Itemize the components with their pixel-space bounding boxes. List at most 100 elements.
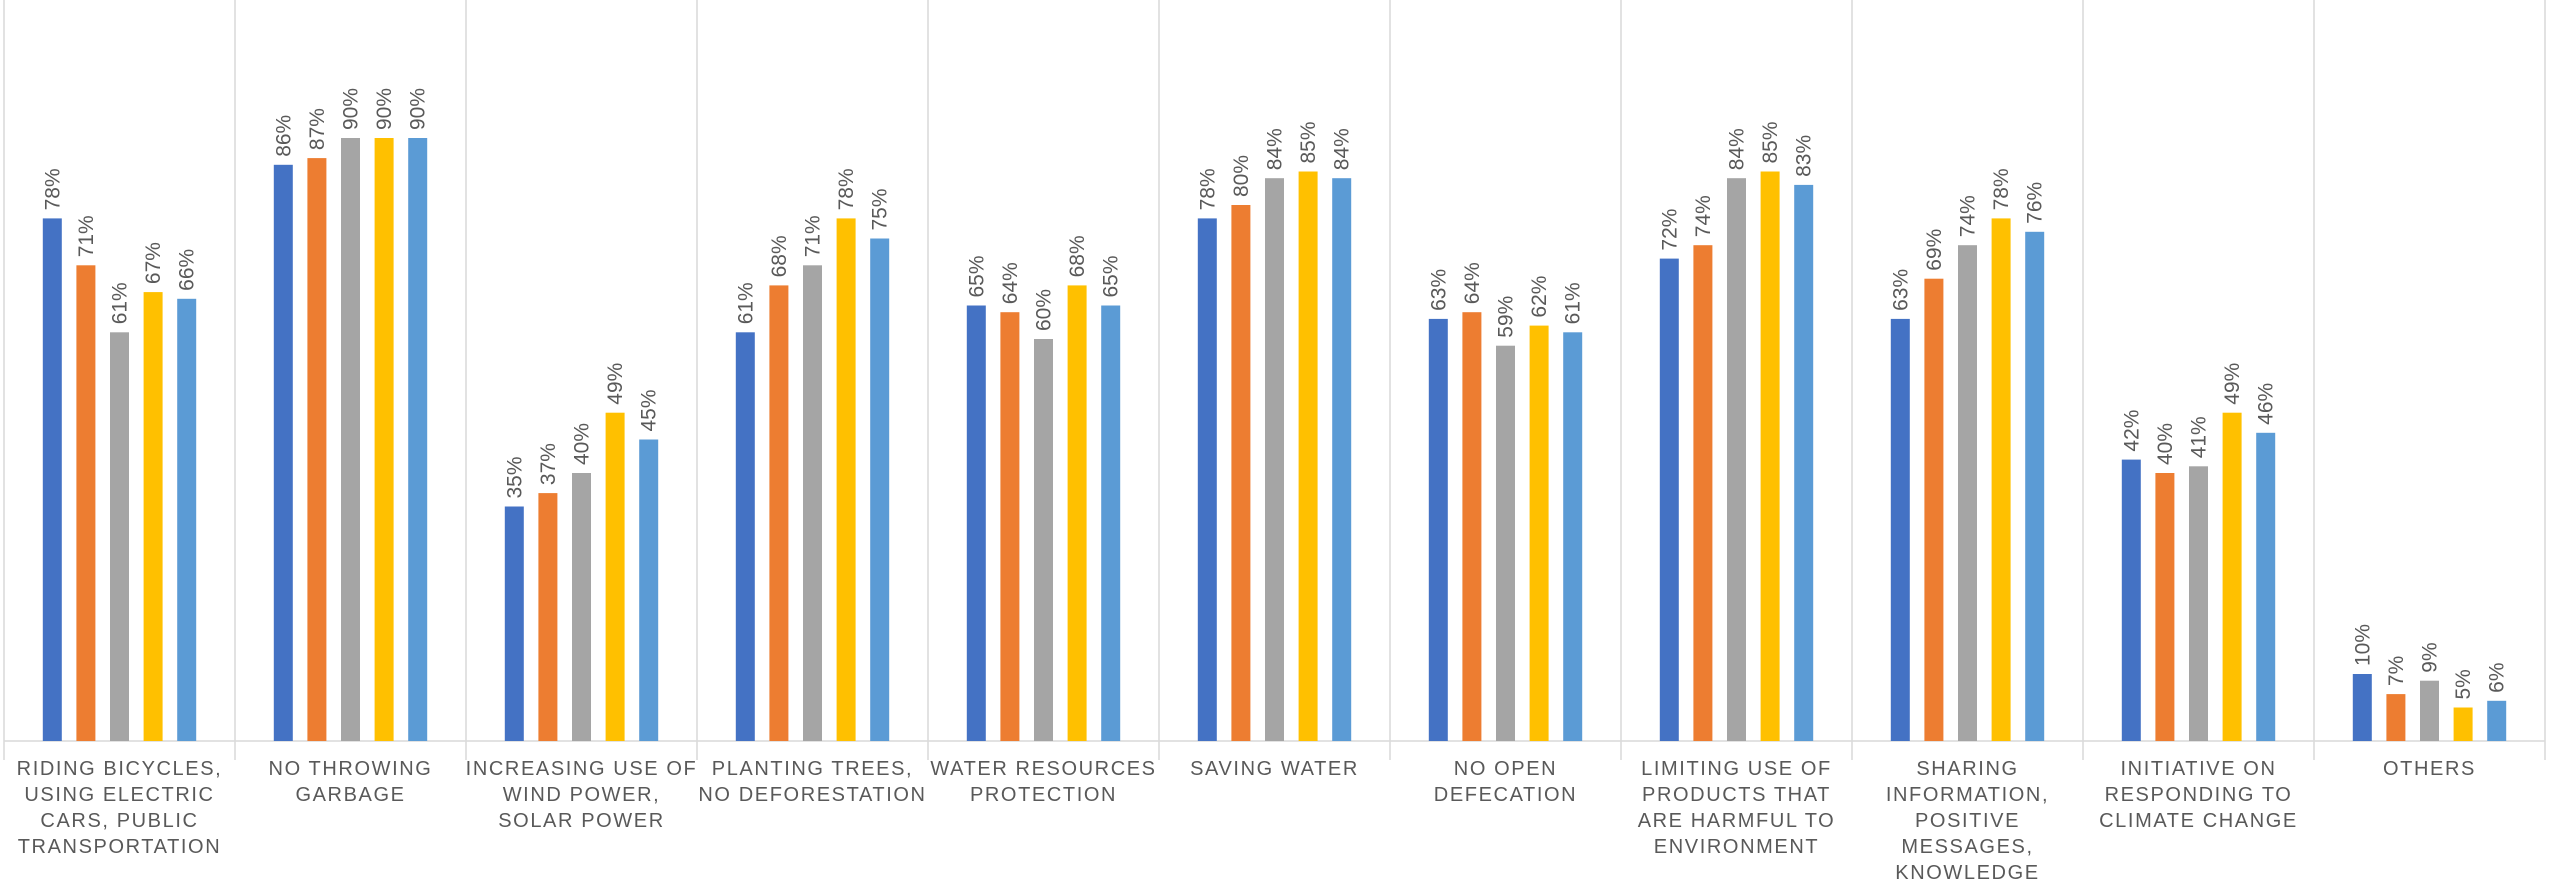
data-label: 72% <box>1658 209 1681 251</box>
bar <box>1693 245 1713 741</box>
bar <box>1332 178 1352 741</box>
data-label: 61% <box>734 282 757 324</box>
data-label: 64% <box>999 262 1022 304</box>
bar <box>2487 700 2507 741</box>
data-label: 65% <box>965 255 988 297</box>
data-label: 35% <box>503 456 526 498</box>
data-label: 85% <box>1297 121 1320 163</box>
data-label: 40% <box>2154 423 2177 465</box>
bar <box>1034 339 1053 741</box>
category-label-line: INCREASING USE OF <box>466 758 698 780</box>
data-label: 59% <box>1495 296 1518 338</box>
category-label-line: RIDING BICYCLES, <box>17 758 223 780</box>
data-label: 86% <box>272 115 295 157</box>
bar <box>1563 332 1583 741</box>
bar <box>2025 231 2045 742</box>
bar <box>1924 278 1944 741</box>
category-label: SAVING WATER <box>1190 758 1359 780</box>
data-label: 65% <box>1100 255 1123 297</box>
category-label-line: RESPONDING TO <box>2105 784 2293 806</box>
bar <box>42 218 62 741</box>
data-label: 80% <box>1230 155 1253 197</box>
bar <box>1529 325 1549 741</box>
bar <box>2386 694 2406 741</box>
category-label: NO OPEN DEFECATION <box>1434 758 1577 806</box>
data-label: 68% <box>768 235 791 277</box>
category-label-line: WATER RESOURCES <box>930 758 1156 780</box>
data-label: 5% <box>2452 669 2475 699</box>
data-label: 84% <box>1726 128 1749 170</box>
bar <box>1265 178 1284 741</box>
data-label: 90% <box>373 88 396 130</box>
data-label: 61% <box>109 282 132 324</box>
data-label: 78% <box>41 168 64 210</box>
category-label-line: NO DEFORESTATION <box>698 784 926 806</box>
bar <box>2420 680 2439 741</box>
category-label: WATER RESOURCES PROTECTION <box>930 758 1156 806</box>
data-label: 68% <box>1066 235 1089 277</box>
category-label-line: POSITIVE <box>1915 810 2020 832</box>
category-label-line: NO OPEN <box>1454 758 1557 780</box>
bar <box>341 138 360 741</box>
data-label: 75% <box>869 188 892 230</box>
category-label-line: WIND POWER, <box>503 784 661 806</box>
bar <box>1727 178 1746 741</box>
category-label-line: CLIMATE CHANGE <box>2099 810 2298 832</box>
category-label-line: USING ELECTRIC <box>24 784 214 806</box>
bar <box>2222 412 2242 741</box>
data-label: 9% <box>2419 642 2442 672</box>
bar <box>1101 305 1121 741</box>
bar <box>538 493 558 741</box>
bar <box>143 292 163 741</box>
category-label: OTHERS <box>2383 758 2476 780</box>
bar <box>177 298 197 741</box>
bar <box>1428 318 1448 741</box>
bar <box>76 265 96 741</box>
bar <box>803 265 822 741</box>
data-label: 74% <box>1957 195 1980 237</box>
bar <box>1496 345 1515 741</box>
category-label-line: LIMITING USE OF <box>1641 758 1832 780</box>
data-label: 40% <box>571 423 594 465</box>
category-label: INITIATIVE ON RESPONDING TO CLIMATE CHANGE <box>2099 758 2298 832</box>
data-label: 60% <box>1033 289 1056 331</box>
bar <box>2189 466 2208 741</box>
bar <box>966 305 986 741</box>
bar <box>1958 245 1977 741</box>
data-label: 87% <box>306 108 329 150</box>
data-label: 63% <box>1889 269 1912 311</box>
data-label: 46% <box>2255 383 2278 425</box>
category-label: SHARING INFORMATION, POSITIVE MESSAGES, KNOW… <box>1886 758 2049 882</box>
bar <box>2352 674 2372 741</box>
category-label-line: MESSAGES, <box>1901 836 2033 858</box>
data-label: 63% <box>1427 269 1450 311</box>
category-label: LIMITING USE OF PRODUCTS THAT ARE HARMFUL … <box>1638 758 1836 858</box>
bar <box>2256 432 2276 741</box>
bar <box>1197 218 1217 741</box>
bar <box>1000 312 1020 741</box>
category-label-line: CARS, PUBLIC <box>40 810 198 832</box>
category-label-line: SHARING <box>1916 758 2018 780</box>
bar <box>1890 318 1910 741</box>
bar <box>1231 205 1251 741</box>
data-label: 78% <box>835 168 858 210</box>
data-label: 6% <box>2486 662 2509 692</box>
bar <box>408 138 428 741</box>
bar <box>110 332 129 741</box>
data-label: 7% <box>2385 656 2408 686</box>
data-label: 90% <box>340 88 363 130</box>
category-label: PLANTING TREES, NO DEFORESTATION <box>698 758 926 806</box>
category-label-line: SAVING WATER <box>1190 758 1359 780</box>
data-label: 49% <box>2221 363 2244 405</box>
category-label-line: NO THROWING <box>269 758 433 780</box>
category-label-line: OTHERS <box>2383 758 2476 780</box>
category-label-line: INFORMATION, <box>1886 784 2049 806</box>
category-label-line: PLANTING TREES, <box>712 758 913 780</box>
data-label: 85% <box>1759 121 1782 163</box>
category-label-line: ARE HARMFUL TO <box>1638 810 1836 832</box>
data-label: 69% <box>1923 229 1946 271</box>
bar <box>605 412 625 741</box>
data-label: 78% <box>1196 168 1219 210</box>
data-label: 10% <box>2351 624 2374 666</box>
